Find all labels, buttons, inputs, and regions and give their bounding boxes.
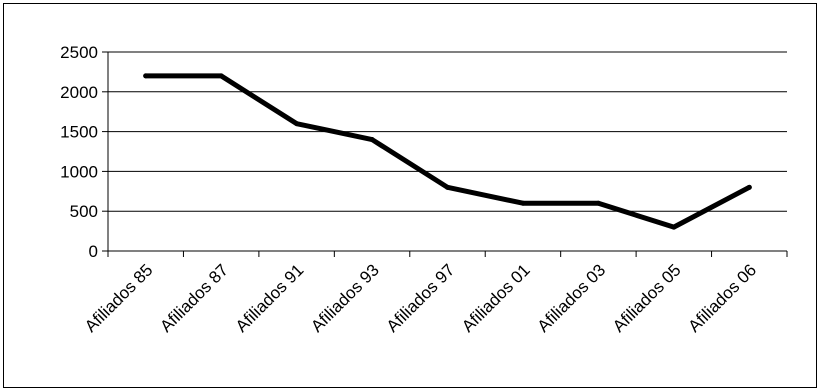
y-tick-labels: 0 500 1000 1500 2000 2500 <box>60 43 98 261</box>
x-tick-label: Afiliados 06 <box>685 260 761 336</box>
chart-frame <box>3 3 817 388</box>
series-line <box>143 73 752 230</box>
data-point <box>520 200 526 206</box>
y-tick-label: 500 <box>70 202 98 221</box>
x-tick-label: Afiliados 93 <box>307 260 383 336</box>
data-point <box>746 184 752 190</box>
x-tick-label: Afiliados 87 <box>156 260 232 336</box>
x-tick-label: Afiliados 85 <box>81 260 157 336</box>
y-tick-label: 2500 <box>60 43 98 62</box>
data-point <box>595 200 601 206</box>
series-lines <box>143 73 752 230</box>
data-point <box>218 73 224 79</box>
x-tick-label: Afiliados 97 <box>383 260 459 336</box>
x-tick-label: Afiliados 03 <box>534 260 610 336</box>
y-tick-label: 1000 <box>60 162 98 181</box>
data-point <box>369 137 375 143</box>
data-point <box>294 121 300 127</box>
x-tick-label: Afiliados 05 <box>609 260 685 336</box>
x-tick-labels: Afiliados 85 Afiliados 87 Afiliados 91 Afil… <box>81 260 760 336</box>
gridlines <box>108 51 787 212</box>
y-tick-label: 0 <box>89 242 98 261</box>
y-tick-label: 2000 <box>60 83 98 102</box>
x-tick-label: Afiliados 01 <box>458 260 534 336</box>
y-tick-label: 1500 <box>60 123 98 142</box>
data-point <box>671 224 677 230</box>
data-point <box>445 184 450 190</box>
data-point <box>143 73 149 79</box>
x-tick-label: Afiliados 91 <box>232 260 308 336</box>
axes <box>102 51 788 257</box>
